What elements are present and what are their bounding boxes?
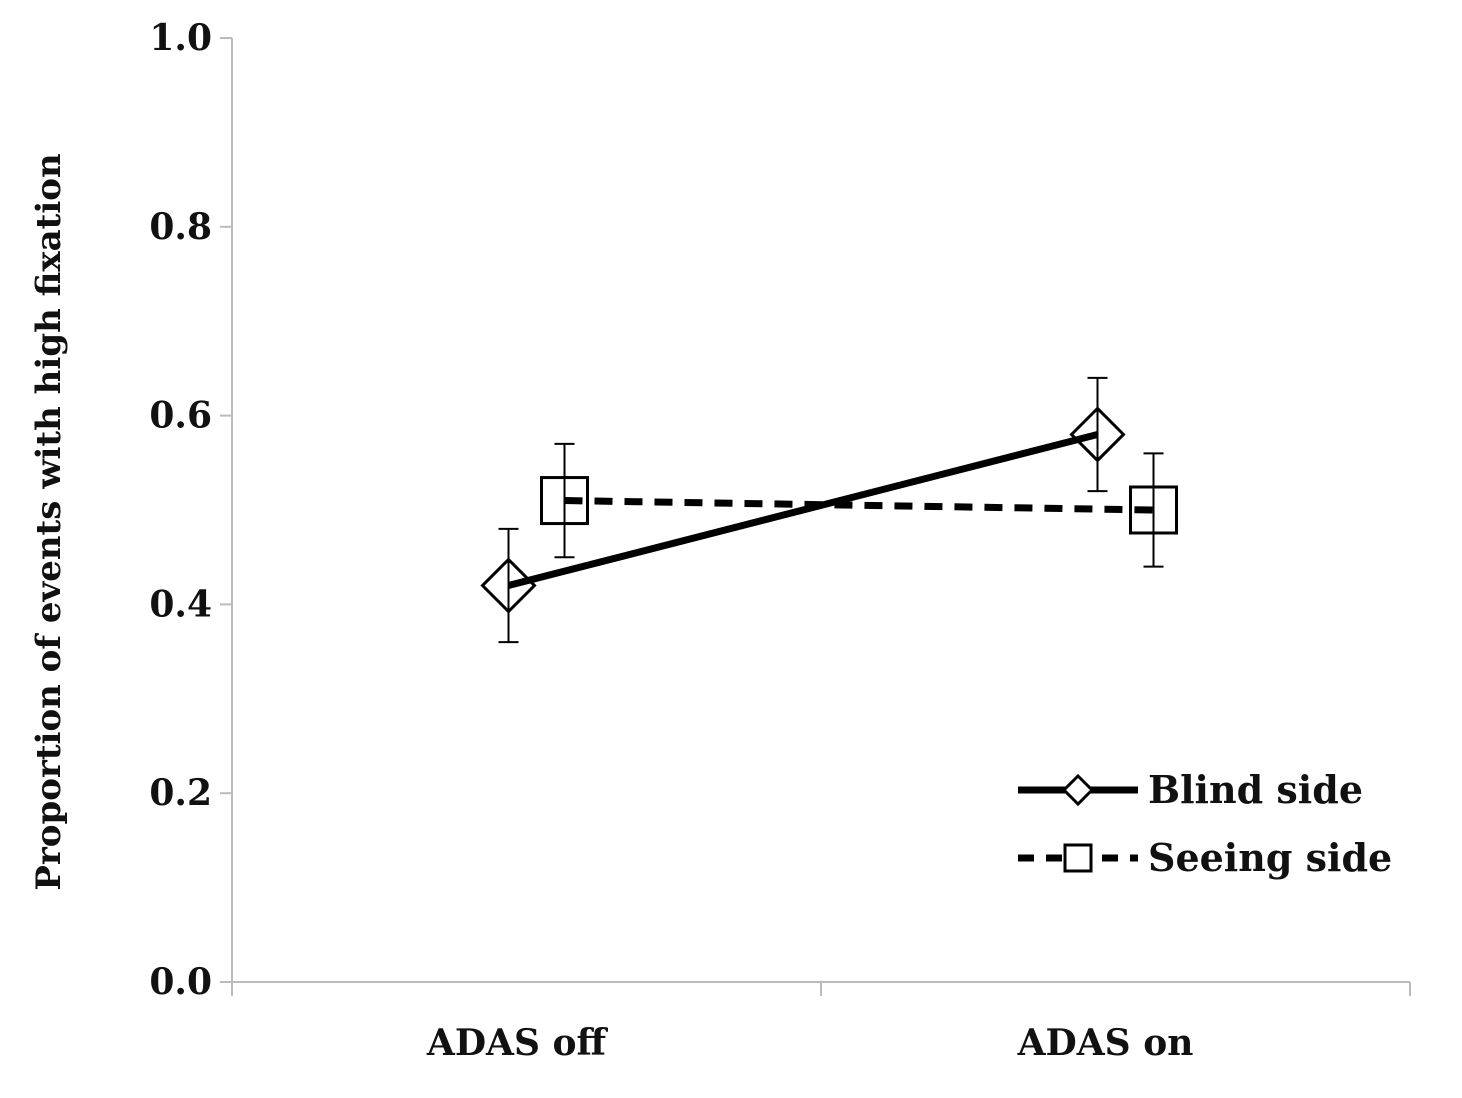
- y-tick-label: 0.8: [149, 206, 212, 248]
- y-ticks: 0.0 0.2 0.4 0.6 0.8 1.0: [149, 17, 232, 1003]
- data-point-diamond: [1069, 406, 1126, 463]
- x-category-label: ADAS off: [426, 1022, 609, 1064]
- x-ticks: ADAS off ADAS on: [231, 982, 1411, 1064]
- legend-label-blind-side: Blind side: [1148, 767, 1363, 812]
- series-line-blind-side: [507, 431, 1099, 589]
- y-tick-label: 0.6: [149, 395, 212, 437]
- data-point-square: [540, 476, 589, 526]
- legend: Blind side Seeing side: [1018, 767, 1392, 880]
- series-layer: [480, 376, 1178, 644]
- series-line-seeing-side: [564, 497, 1154, 514]
- legend-diamond-marker: [1061, 773, 1095, 807]
- legend-square-marker: [1063, 843, 1093, 873]
- y-tick-label: 0.4: [149, 583, 212, 625]
- data-point-square: [1129, 485, 1178, 535]
- y-axis-title: Proportion of events with high fixation: [29, 153, 69, 890]
- y-tick-label: 0.0: [149, 961, 212, 1003]
- x-category-label: ADAS on: [1017, 1022, 1194, 1064]
- y-tick-label: 0.2: [149, 772, 212, 814]
- y-tick-label: 1.0: [149, 17, 212, 59]
- data-point-diamond: [480, 557, 537, 614]
- legend-label-seeing-side: Seeing side: [1148, 835, 1392, 880]
